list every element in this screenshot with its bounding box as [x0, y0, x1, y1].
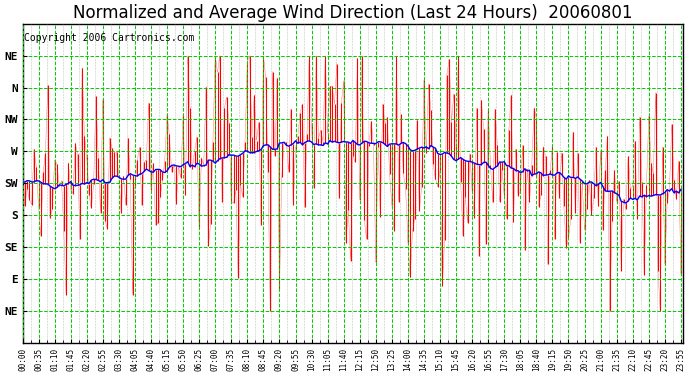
Text: Copyright 2006 Cartronics.com: Copyright 2006 Cartronics.com [24, 33, 194, 43]
Title: Normalized and Average Wind Direction (Last 24 Hours)  20060801: Normalized and Average Wind Direction (L… [73, 4, 633, 22]
